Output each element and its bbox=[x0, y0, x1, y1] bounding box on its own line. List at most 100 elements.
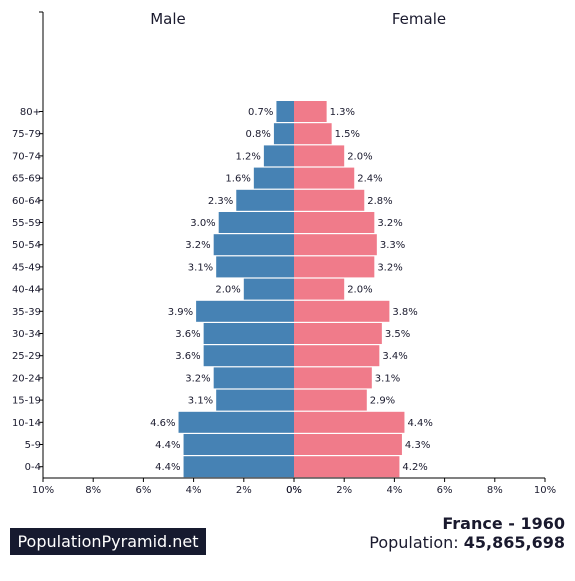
male-bar bbox=[213, 367, 294, 389]
tick-labels: 80+ 75-79 70-74 65-69 60-64 55-59 50-54 45-49 40… bbox=[12, 107, 556, 496]
male-value-label: 0.8% bbox=[246, 129, 271, 140]
age-group-label: 10-14 bbox=[12, 418, 41, 429]
female-bar bbox=[294, 123, 332, 145]
male-bar bbox=[196, 300, 294, 322]
male-bar bbox=[273, 123, 294, 145]
male-value-label: 1.6% bbox=[225, 174, 250, 185]
x-tick-label-right: 10% bbox=[534, 485, 556, 496]
female-bar bbox=[294, 189, 365, 211]
population-label: Population: bbox=[369, 533, 459, 552]
x-tick-label-right: 2% bbox=[336, 485, 352, 496]
x-tick-label-right: 4% bbox=[386, 485, 402, 496]
female-value-label: 2.4% bbox=[357, 174, 382, 185]
male-value-label: 3.2% bbox=[185, 240, 210, 251]
female-bar bbox=[294, 456, 400, 478]
male-value-label: 0.7% bbox=[248, 107, 273, 118]
male-value-label: 2.0% bbox=[215, 285, 240, 296]
brand-logo[interactable]: PopulationPyramid.net bbox=[10, 528, 206, 555]
female-value-label: 3.2% bbox=[377, 218, 402, 229]
age-group-label: 70-74 bbox=[12, 151, 41, 162]
male-bar bbox=[183, 434, 294, 455]
female-value-label: 3.2% bbox=[377, 262, 402, 273]
value-labels: 0.7% 1.3% 0.8% 1.5% 1.2% 2.0% 1.6% 2.4% 2.3% 2.8%… bbox=[150, 107, 433, 473]
age-group-label: 25-29 bbox=[12, 351, 41, 362]
female-value-label: 4.3% bbox=[405, 440, 430, 451]
female-bar bbox=[294, 434, 402, 455]
female-bar bbox=[294, 101, 327, 122]
age-group-label: 20-24 bbox=[12, 373, 41, 384]
male-bar bbox=[253, 167, 294, 189]
male-value-label: 3.1% bbox=[188, 262, 213, 273]
age-group-label: 30-34 bbox=[12, 329, 41, 340]
male-bar bbox=[203, 323, 294, 344]
axes bbox=[39, 11, 546, 482]
female-bar bbox=[294, 345, 380, 367]
male-bar bbox=[216, 389, 294, 411]
female-value-label: 2.9% bbox=[370, 396, 395, 407]
age-group-label: 0-4 bbox=[25, 462, 41, 473]
female-bar bbox=[294, 411, 405, 433]
age-group-label: 50-54 bbox=[12, 240, 41, 251]
female-bar bbox=[294, 145, 345, 167]
male-value-label: 3.6% bbox=[175, 351, 200, 362]
male-bar bbox=[183, 456, 294, 478]
female-value-label: 4.4% bbox=[407, 418, 432, 429]
female-value-label: 4.2% bbox=[402, 462, 427, 473]
female-bar bbox=[294, 367, 372, 389]
x-tick-label-left: 8% bbox=[85, 485, 101, 496]
age-group-label: 55-59 bbox=[12, 218, 41, 229]
female-bar bbox=[294, 389, 367, 411]
male-bar bbox=[236, 189, 294, 211]
female-bar bbox=[294, 256, 375, 278]
female-value-label: 3.1% bbox=[375, 373, 400, 384]
x-tick-label-left: 10% bbox=[32, 485, 54, 496]
male-bar bbox=[263, 145, 294, 167]
age-group-label: 65-69 bbox=[12, 174, 41, 185]
male-value-label: 2.3% bbox=[208, 196, 233, 207]
male-value-label: 3.0% bbox=[190, 218, 215, 229]
female-value-label: 1.5% bbox=[335, 129, 360, 140]
age-group-label: 45-49 bbox=[12, 262, 41, 273]
population-pyramid-chart: 0.7% 1.3% 0.8% 1.5% 1.2% 2.0% 1.6% 2.4% 2.3% 2.8%… bbox=[12, 10, 556, 496]
female-value-label: 3.4% bbox=[382, 351, 407, 362]
male-value-label: 3.9% bbox=[168, 307, 193, 318]
male-bar bbox=[216, 256, 294, 278]
age-group-label: 60-64 bbox=[12, 196, 41, 207]
country-year-title: France - 1960 bbox=[442, 514, 565, 533]
age-group-label: 80+ bbox=[20, 107, 41, 118]
population-total: Population: 45,865,698 bbox=[369, 533, 565, 552]
x-tick-label-right: 6% bbox=[437, 485, 453, 496]
male-value-label: 4.4% bbox=[155, 462, 180, 473]
age-group-label: 40-44 bbox=[12, 285, 41, 296]
bars bbox=[178, 101, 405, 478]
age-group-label: 5-9 bbox=[25, 440, 41, 451]
male-bar bbox=[213, 234, 294, 256]
female-bar bbox=[294, 278, 345, 300]
x-tick-label-right: 0% bbox=[286, 485, 302, 496]
male-value-label: 3.6% bbox=[175, 329, 200, 340]
female-value-label: 2.0% bbox=[347, 285, 372, 296]
female-bar bbox=[294, 300, 390, 322]
population-value: 45,865,698 bbox=[463, 533, 565, 552]
female-value-label: 1.3% bbox=[330, 107, 355, 118]
male-bar bbox=[276, 101, 294, 122]
male-bar bbox=[178, 411, 294, 433]
male-value-label: 4.4% bbox=[155, 440, 180, 451]
age-group-label: 35-39 bbox=[12, 307, 41, 318]
x-tick-label-left: 6% bbox=[135, 485, 151, 496]
female-value-label: 3.8% bbox=[392, 307, 417, 318]
female-value-label: 3.3% bbox=[380, 240, 405, 251]
male-value-label: 3.2% bbox=[185, 373, 210, 384]
female-bar bbox=[294, 323, 382, 344]
female-series-title: Female bbox=[392, 10, 446, 28]
male-bar bbox=[218, 212, 294, 233]
male-value-label: 3.1% bbox=[188, 396, 213, 407]
x-tick-label-left: 2% bbox=[236, 485, 252, 496]
male-value-label: 1.2% bbox=[235, 151, 260, 162]
male-bar bbox=[203, 345, 294, 367]
female-value-label: 3.5% bbox=[385, 329, 410, 340]
female-value-label: 2.8% bbox=[367, 196, 392, 207]
female-value-label: 2.0% bbox=[347, 151, 372, 162]
male-bar bbox=[243, 278, 294, 300]
x-tick-label-left: 4% bbox=[186, 485, 202, 496]
